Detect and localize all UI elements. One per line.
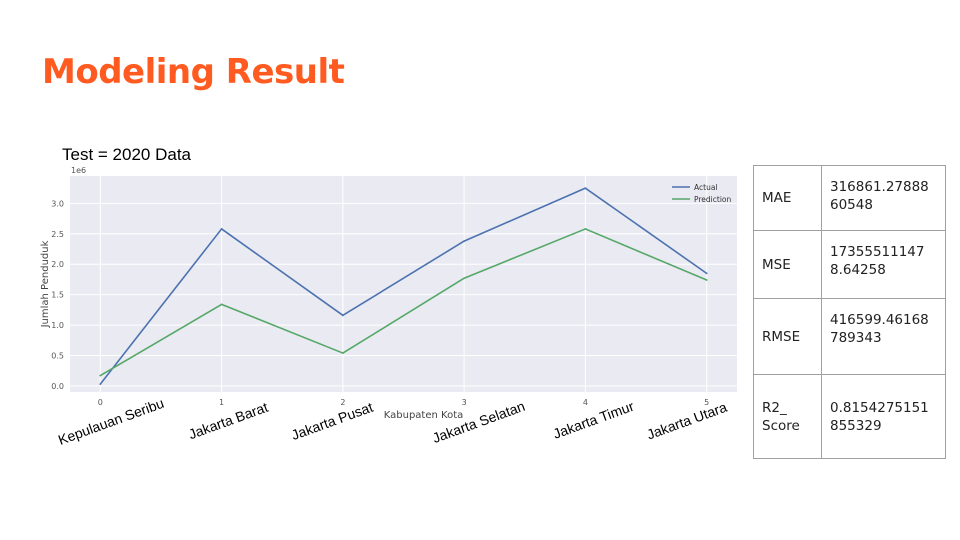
data-point-prediction (99, 374, 102, 377)
metrics-row-mae: MAE 316861.2788860548 (753, 165, 946, 231)
metric-value: 316861.2788860548 (821, 165, 946, 231)
metrics-table: MAE 316861.2788860548 MSE 173555111478.6… (753, 165, 946, 459)
data-point-actual (220, 228, 223, 230)
legend-label: Actual (694, 183, 718, 192)
x-axis-label: Kabupaten Kota (384, 410, 464, 421)
y-tick-label: 2.0 (51, 260, 64, 269)
data-point-prediction (705, 279, 708, 281)
y-scale-label: 1e6 (71, 166, 86, 175)
y-tick-label: 3.0 (51, 199, 64, 208)
data-point-actual (99, 383, 102, 385)
data-point-actual (584, 187, 587, 190)
data-point-actual (705, 272, 708, 275)
data-point-prediction (341, 352, 344, 354)
plot-area (70, 176, 737, 392)
y-tick-label: 1.0 (51, 321, 64, 330)
category-label: Jakarta Selatan (430, 398, 527, 446)
x-tick-label: 1 (219, 398, 224, 407)
metric-value: 173555111478.64258 (821, 230, 946, 299)
category-label: Jakarta Timur (551, 398, 636, 442)
category-label: Jakarta Barat (186, 399, 270, 443)
metrics-row-r2: R2_ Score 0.8154275151855329 (753, 374, 946, 459)
y-tick-label: 2.5 (51, 230, 64, 239)
metric-name: R2_ Score (753, 374, 822, 459)
data-point-actual (463, 240, 466, 243)
series-line-actual (99, 187, 708, 385)
data-point-actual (341, 314, 344, 317)
category-label: Jakarta Utara (645, 399, 730, 443)
metrics-row-mse: MSE 173555111478.64258 (753, 230, 946, 299)
slide-title: Modeling Result (42, 52, 345, 92)
x-tick-label: 3 (462, 398, 467, 407)
legend-label: Prediction (694, 195, 732, 204)
y-tick-label: 0.0 (51, 382, 64, 391)
x-tick-label: 2 (340, 398, 345, 407)
x-tick-label: 5 (704, 398, 709, 407)
data-point-prediction (220, 303, 223, 306)
metric-name: MSE (753, 230, 822, 299)
data-point-prediction (463, 277, 466, 280)
x-tick-label: 0 (98, 398, 103, 407)
x-tick-label: 4 (583, 398, 588, 407)
y-axis-label: Jumlah Penduduk (40, 240, 51, 328)
series-line-prediction (99, 228, 707, 377)
metric-name: MAE (753, 165, 822, 231)
metric-value: 416599.46168789343 (821, 298, 946, 375)
y-tick-label: 0.5 (51, 351, 64, 360)
data-point-prediction (584, 228, 587, 230)
metrics-row-rmse: RMSE 416599.46168789343 (753, 298, 946, 375)
line-chart: 0.0 0.5 1.0 1.5 2.0 2.5 3.0 0 1 2 3 4 5 1e6 Actual Pred… (40, 166, 737, 448)
category-label: Kepulauan Seribu (56, 395, 166, 448)
chart-subtitle: Test = 2020 Data (62, 145, 192, 164)
category-label: Jakarta Pusat (289, 399, 375, 443)
metric-value: 0.8154275151855329 (821, 374, 946, 459)
y-tick-label: 1.5 (51, 291, 64, 300)
metric-name: RMSE (753, 298, 822, 375)
